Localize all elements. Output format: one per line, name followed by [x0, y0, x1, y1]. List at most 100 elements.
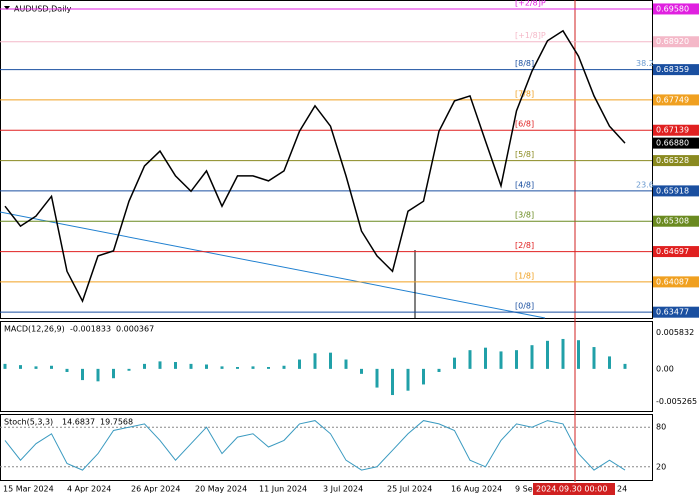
- level-label: 0.65918: [656, 186, 689, 195]
- level-label-bg: [653, 306, 699, 318]
- x-tick-label: 9 Se: [515, 485, 533, 494]
- x-tick-label: 15 Mar 2024: [3, 485, 54, 494]
- macd-bar: [406, 368, 410, 391]
- level-label: 0.64087: [656, 277, 689, 286]
- macd-reading: 0.000367: [116, 325, 154, 334]
- macd-bar: [205, 364, 208, 369]
- stoch-panel: [0, 414, 653, 481]
- macd-bar: [592, 347, 596, 369]
- macd-bar: [468, 350, 472, 369]
- stoch-reading: 14.6837: [62, 418, 95, 427]
- murrey-label: [6/8]: [515, 120, 534, 129]
- level-label: 0.63477: [656, 308, 689, 317]
- macd-bar: [515, 350, 518, 369]
- macd-bar: [530, 345, 534, 369]
- x-tick-label: 11 Jun 2024: [259, 485, 307, 494]
- macd-label: MACD(12,26,9): [4, 325, 65, 334]
- cursor-date: 2024.09.30 00:00: [536, 485, 607, 494]
- x-tick-label: 4 Apr 2024: [67, 485, 111, 494]
- last-price-bg: [653, 137, 699, 149]
- macd-bar: [453, 357, 456, 369]
- macd-bar: [313, 353, 317, 369]
- macd-reading: -0.001833: [70, 325, 111, 334]
- level-label: 0.68359: [656, 65, 689, 74]
- murrey-label: [4/8]: [515, 180, 534, 189]
- macd-bar: [236, 367, 239, 369]
- stoch-tick-label: 20: [656, 462, 666, 471]
- symbol-icon: [4, 6, 10, 10]
- fib-label: 23.6: [636, 180, 654, 189]
- macd-bar: [81, 368, 84, 381]
- macd-bar: [3, 363, 7, 369]
- macd-bar: [220, 366, 224, 369]
- macd-bar: [127, 368, 131, 371]
- macd-bar: [437, 368, 441, 372]
- murrey-label: [+2/8]P: [515, 0, 546, 7]
- level-label: 0.66528: [656, 156, 689, 165]
- x-tick-label: 3 Jul 2024: [323, 485, 363, 494]
- x-tick-label: 25 Jul 2024: [387, 485, 432, 494]
- macd-bar: [329, 352, 332, 369]
- macd-bar: [484, 347, 487, 369]
- macd-bar: [344, 359, 348, 369]
- macd-bar: [282, 365, 286, 369]
- level-label: 0.67139: [656, 126, 689, 135]
- murrey-label: [2/8]: [515, 241, 534, 250]
- level-label-bg: [653, 276, 699, 288]
- last-price: 0.66880: [656, 139, 689, 148]
- macd-bar: [391, 368, 394, 396]
- trend-line: [0, 211, 546, 319]
- macd-bar: [360, 368, 363, 374]
- level-label-bg: [653, 64, 699, 76]
- x-tick-label: 26 Apr 2024: [131, 485, 180, 494]
- macd-bar: [174, 362, 177, 369]
- level-label: 0.69580: [656, 4, 689, 13]
- level-label-bg: [653, 3, 699, 15]
- level-label-bg: [653, 215, 699, 227]
- x-tick-label: 16 Aug 2024: [451, 485, 502, 494]
- level-label: 0.67749: [656, 95, 689, 104]
- level-label: 0.65308: [656, 217, 689, 226]
- cursor-date-bg: [533, 483, 615, 495]
- level-label-bg: [653, 36, 699, 48]
- macd-bar: [577, 340, 580, 369]
- level-label-bg: [653, 246, 699, 258]
- murrey-label: [8/8]: [515, 59, 534, 68]
- stoch-label: Stoch(5,3,3): [4, 418, 53, 427]
- macd-bar: [546, 340, 549, 369]
- stoch-reading: 19.7568: [100, 418, 133, 427]
- stoch-line: [4, 420, 626, 471]
- macd-bar: [158, 361, 162, 369]
- x-tick-label: 24: [617, 485, 627, 494]
- macd-bar: [96, 368, 100, 382]
- macd-bar: [499, 351, 503, 369]
- macd-bar: [112, 368, 115, 379]
- macd-bar: [189, 363, 193, 369]
- macd-bar: [623, 363, 627, 369]
- macd-bar: [34, 366, 38, 369]
- main-panel: [0, 0, 653, 319]
- level-label-bg: [653, 155, 699, 167]
- macd-bar: [608, 356, 611, 369]
- macd-tick-label: -0.005265: [656, 397, 697, 406]
- macd-bar: [65, 368, 69, 372]
- level-label-bg: [653, 94, 699, 106]
- macd-tick-label: 0.00: [656, 364, 674, 373]
- level-label-bg: [653, 185, 699, 197]
- murrey-label: [0/8]: [515, 302, 534, 311]
- x-tick-label: 20 May 2024: [195, 485, 247, 494]
- murrey-label: [3/8]: [515, 211, 534, 220]
- level-label-bg: [653, 124, 699, 136]
- level-label: 0.68920: [656, 37, 689, 46]
- macd-bar: [298, 359, 301, 369]
- macd-bar: [50, 365, 53, 369]
- murrey-label: [+1/8]P: [515, 31, 546, 40]
- fib-label: 38.2: [636, 59, 654, 68]
- macd-bar: [561, 338, 565, 369]
- level-label: 0.64697: [656, 247, 689, 256]
- macd-bar: [375, 368, 379, 388]
- macd-bar: [19, 365, 22, 369]
- murrey-label: [5/8]: [515, 150, 534, 159]
- macd-panel: [0, 321, 653, 412]
